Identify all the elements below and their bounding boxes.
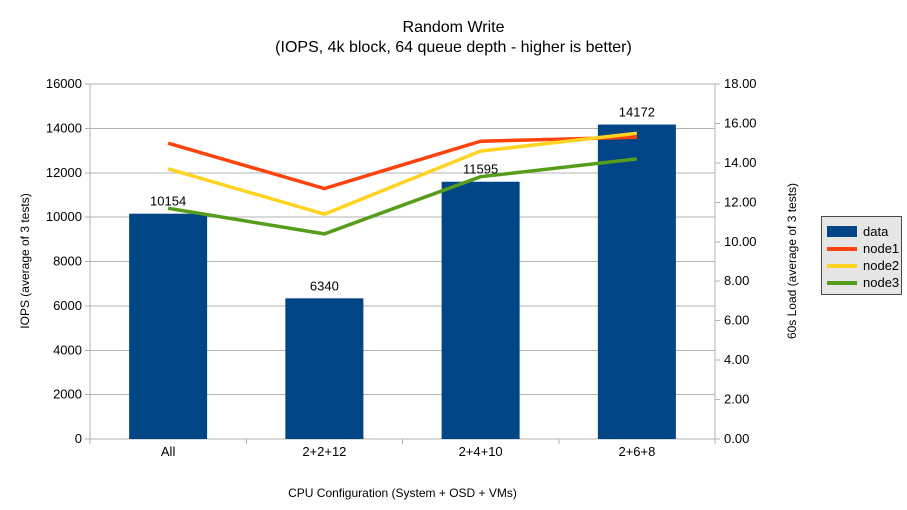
series-line-node3 [167, 157, 638, 236]
series-line-node1 [167, 135, 637, 191]
data-series-swatch [827, 226, 857, 237]
legend-item-node1: node1 [827, 240, 901, 257]
right-axis-tick-label: 10.00 [724, 234, 757, 249]
chart-subtitle: (IOPS, 4k block, 64 queue depth - higher… [275, 39, 632, 56]
right-axis-tick-label: 8.00 [724, 273, 749, 288]
bar-value-label: 6340 [310, 278, 339, 293]
left-axis-tick-label: 14000 [46, 120, 82, 135]
legend-item-node3: node3 [827, 274, 901, 291]
bar-2+4+10 [441, 181, 520, 439]
left-axis-tick-label: 16000 [46, 76, 82, 91]
legend-label-node2: node2 [863, 258, 900, 273]
x-category-label: 2+6+8 [618, 444, 655, 459]
right-axis-tick-label: 12.00 [724, 194, 757, 209]
bar-2+6+8 [597, 124, 676, 439]
right-axis-tick-label: 6.00 [724, 313, 749, 328]
right-axis-tick-label: 14.00 [724, 155, 757, 170]
right-axis-tick-label: 0.00 [724, 431, 749, 446]
legend-label-node1: node1 [863, 241, 900, 256]
legend-item-node2: node2 [827, 257, 901, 274]
legend-label-node3: node3 [863, 275, 900, 290]
x-axis-title: CPU Configuration (System + OSD + VMs) [288, 486, 517, 500]
chart-title-block: Random Write (IOPS, 4k block, 64 queue d… [0, 18, 907, 58]
node1-series-swatch [827, 246, 857, 251]
node2-series-swatch [827, 263, 857, 268]
right-axis-tick-label: 2.00 [724, 392, 749, 407]
right-axis-tick-label: 18.00 [724, 76, 757, 91]
left-axis-tick-label: 8000 [53, 254, 82, 269]
right-axis-tick-label: 4.00 [724, 352, 749, 367]
left-axis-tick-label: 10000 [46, 209, 82, 224]
bar-2+2+12 [285, 298, 364, 439]
bar-All [129, 213, 208, 439]
legend-label-data: data [863, 224, 889, 239]
right-axis-tick-label: 16.00 [724, 115, 757, 130]
bar-value-label: 14172 [619, 105, 655, 120]
left-axis-tick-label: 2000 [53, 387, 82, 402]
left-axis-tick-label: 12000 [46, 165, 82, 180]
series-line-node2 [167, 131, 638, 217]
x-category-label: All [161, 444, 176, 459]
node3-series-swatch [827, 280, 857, 285]
bar-value-label: 10154 [150, 194, 186, 209]
legend-item-data: data [827, 223, 901, 240]
x-category-label: 2+2+12 [302, 444, 346, 459]
x-category-label: 2+4+10 [459, 444, 503, 459]
bar-value-label: 11595 [463, 162, 498, 177]
left-axis-tick-label: 4000 [53, 342, 82, 357]
left-axis-tick-label: 6000 [53, 298, 82, 313]
chart-title: Random Write [402, 19, 505, 36]
left-axis-tick-label: 0 [75, 431, 82, 446]
legend: data node1 node2 node3 [821, 216, 902, 295]
right-axis-title: 60s Load (average of 3 tests) [785, 182, 799, 340]
left-axis-title: IOPS (average of 3 tests) [18, 193, 32, 329]
